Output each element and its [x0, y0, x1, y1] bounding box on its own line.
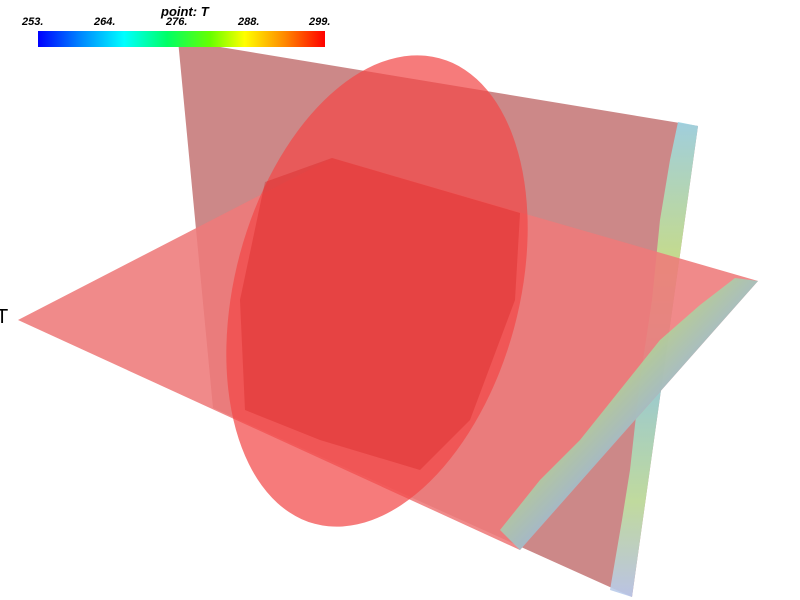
- overlap-region: [240, 158, 520, 470]
- colorbar-title: point: T: [161, 4, 209, 19]
- colorbar-tick: 253.: [22, 16, 44, 28]
- colorbar-gradient: [38, 31, 325, 47]
- colorbar-tick: 276.: [166, 16, 188, 28]
- colorbar-tick: 299.: [309, 16, 331, 28]
- colorbar-tick: 264.: [94, 16, 116, 28]
- ellipse-cut-surface[interactable]: [177, 21, 576, 560]
- colorbar-tick: 288.: [238, 16, 260, 28]
- horizontal-plane-edge-band: [500, 278, 758, 550]
- axis-label: T: [0, 306, 9, 328]
